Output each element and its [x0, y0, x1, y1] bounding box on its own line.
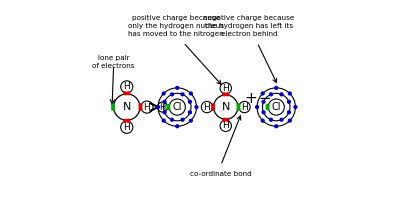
- Text: the hydrogen has left its: the hydrogen has left its: [205, 23, 293, 29]
- Text: of electrons: of electrons: [92, 63, 135, 69]
- Text: Cl: Cl: [172, 102, 182, 112]
- Circle shape: [139, 104, 142, 107]
- Text: H: H: [124, 82, 130, 91]
- Text: H: H: [223, 84, 229, 93]
- Text: N: N: [222, 102, 230, 112]
- Text: N: N: [123, 102, 131, 112]
- Text: has moved to the nitrogen: has moved to the nitrogen: [128, 31, 224, 37]
- Circle shape: [294, 106, 297, 108]
- Circle shape: [237, 104, 240, 107]
- Text: H: H: [241, 103, 248, 112]
- Circle shape: [167, 104, 170, 107]
- Text: H: H: [204, 103, 211, 112]
- Circle shape: [262, 111, 265, 114]
- Circle shape: [181, 93, 184, 96]
- Circle shape: [127, 119, 130, 122]
- Circle shape: [269, 93, 272, 96]
- Text: negative charge because: negative charge because: [203, 15, 295, 21]
- Circle shape: [170, 93, 173, 96]
- Circle shape: [288, 119, 291, 122]
- Circle shape: [280, 93, 283, 96]
- Text: only the hydrogen nucleus: only the hydrogen nucleus: [128, 23, 224, 29]
- Circle shape: [111, 107, 114, 110]
- Text: H: H: [124, 123, 130, 132]
- Text: H: H: [159, 103, 166, 112]
- Text: lone pair: lone pair: [98, 55, 130, 61]
- Circle shape: [212, 104, 215, 107]
- Circle shape: [139, 107, 142, 110]
- Circle shape: [212, 107, 215, 110]
- Text: +: +: [245, 92, 257, 106]
- Circle shape: [288, 100, 290, 103]
- Circle shape: [188, 111, 191, 114]
- Circle shape: [176, 86, 179, 89]
- Circle shape: [226, 93, 229, 96]
- Circle shape: [223, 93, 225, 96]
- Text: Cl: Cl: [271, 102, 281, 112]
- Circle shape: [188, 100, 191, 103]
- Circle shape: [167, 107, 170, 110]
- Circle shape: [288, 92, 291, 95]
- Circle shape: [162, 119, 165, 122]
- Circle shape: [162, 92, 165, 95]
- Circle shape: [189, 92, 192, 95]
- Circle shape: [266, 107, 269, 110]
- Circle shape: [176, 125, 179, 128]
- Circle shape: [288, 111, 290, 114]
- Circle shape: [223, 118, 225, 121]
- Text: −: −: [258, 92, 271, 106]
- Circle shape: [127, 92, 130, 95]
- Circle shape: [269, 118, 272, 121]
- Circle shape: [261, 92, 264, 95]
- Circle shape: [170, 118, 173, 121]
- Circle shape: [195, 106, 198, 108]
- Circle shape: [163, 100, 166, 103]
- Circle shape: [157, 106, 160, 108]
- Circle shape: [275, 125, 277, 128]
- Circle shape: [181, 118, 184, 121]
- Text: positive charge because: positive charge because: [132, 15, 220, 21]
- Circle shape: [280, 118, 283, 121]
- Text: co-ordinate bond: co-ordinate bond: [190, 171, 251, 177]
- Circle shape: [275, 86, 277, 89]
- Text: H: H: [223, 121, 229, 130]
- Circle shape: [124, 119, 127, 122]
- Circle shape: [256, 106, 259, 108]
- Circle shape: [189, 119, 192, 122]
- Circle shape: [262, 100, 265, 103]
- Circle shape: [163, 111, 166, 114]
- Circle shape: [226, 118, 229, 121]
- Circle shape: [111, 104, 114, 107]
- Circle shape: [124, 92, 127, 95]
- Circle shape: [266, 104, 269, 107]
- Circle shape: [237, 107, 240, 110]
- Circle shape: [261, 119, 264, 122]
- Text: H: H: [144, 103, 150, 112]
- Text: electron behind: electron behind: [221, 31, 277, 37]
